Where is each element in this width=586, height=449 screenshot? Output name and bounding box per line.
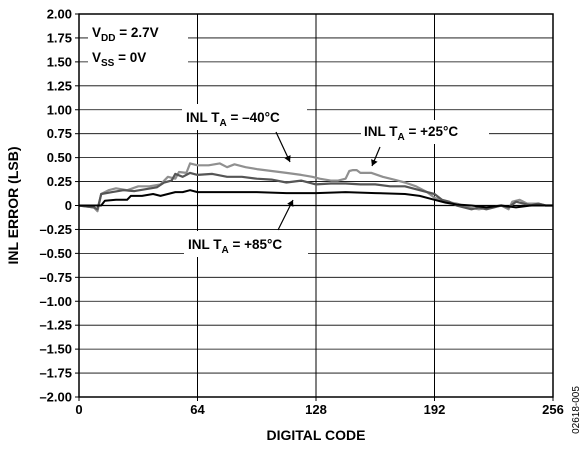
y-tick-label: –1.25 bbox=[39, 318, 72, 333]
y-tick-label: –1.75 bbox=[39, 366, 72, 381]
y-tick-label: 1.00 bbox=[47, 102, 72, 117]
y-tick-label: 0 bbox=[65, 198, 72, 213]
figure-id: 02618-005 bbox=[571, 386, 582, 434]
x-tick-label: 256 bbox=[542, 402, 564, 417]
y-tick-label: 0.75 bbox=[47, 126, 72, 141]
y-tick-label: –2.00 bbox=[39, 390, 72, 405]
x-tick-label: 0 bbox=[75, 402, 82, 417]
y-tick-label: –1.00 bbox=[39, 294, 72, 309]
y-tick-label: –0.50 bbox=[39, 246, 72, 261]
y-tick-label: 1.25 bbox=[47, 78, 72, 93]
y-tick-label: 1.50 bbox=[47, 54, 72, 69]
y-tick-label: –0.25 bbox=[39, 222, 72, 237]
x-tick-label: 128 bbox=[305, 402, 327, 417]
x-axis-label: DIGITAL CODE bbox=[266, 427, 365, 443]
y-tick-label: –1.50 bbox=[39, 342, 72, 357]
y-tick-label: –0.75 bbox=[39, 270, 72, 285]
x-tick-label: 192 bbox=[424, 402, 446, 417]
y-tick-label: 1.75 bbox=[47, 30, 72, 45]
x-tick-label: 64 bbox=[190, 402, 205, 417]
y-tick-label: 0.50 bbox=[47, 150, 72, 165]
y-axis-label: INL ERROR (LSB) bbox=[5, 147, 21, 265]
y-tick-label: 2.00 bbox=[47, 7, 72, 22]
y-tick-label: 0.25 bbox=[47, 174, 72, 189]
